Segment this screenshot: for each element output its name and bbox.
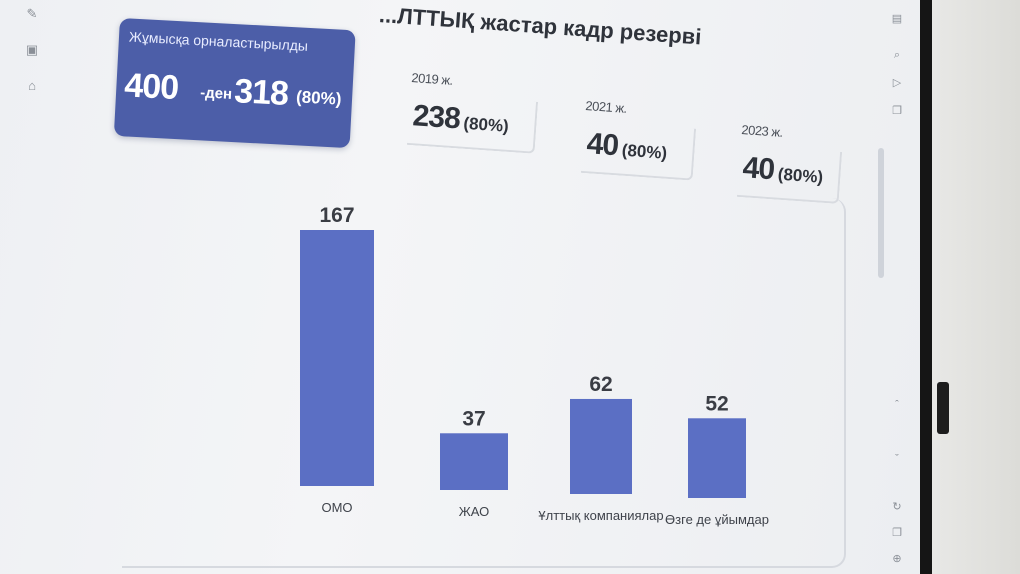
copy-icon[interactable]: ❐ [892,105,902,117]
chart-panel [122,198,846,568]
scrollbar[interactable] [878,148,884,278]
wall-background [920,0,1020,574]
bar-value-label: 37 [462,407,485,430]
wall-switch [937,382,949,434]
bar-2 [570,398,632,494]
bar-3 [688,418,746,498]
bar-value-label: 167 [319,204,354,227]
category-label: Өзге де ұйымдар [665,512,769,527]
projected-slide: ✎ ▣ ⌂ ...ЛТТЫҚ жастар кадр резерві Жұмыс… [0,0,920,574]
bar-1 [440,433,508,490]
refresh-icon[interactable]: ↻ [892,501,902,513]
shape-icon[interactable]: ⌂ [28,78,36,93]
search-icon[interactable]: ⌕ [893,49,901,61]
bar-value-label: 62 [589,373,612,396]
copy-icon[interactable]: ❐ [892,527,902,539]
play-icon[interactable]: ▷ [892,77,902,89]
arrow-up-icon[interactable]: ˆ [895,399,899,411]
bar-0 [300,230,374,486]
category-label: ЖАО [459,504,490,519]
text-box-icon[interactable]: ▣ [25,42,39,57]
bar-chart: 167 ОМО 37 ЖАО 62 Ұлттық компаниялар 52 Өзге де… [300,204,769,527]
bar-value-label: 52 [705,392,728,415]
arrow-down-icon[interactable]: ˇ [895,453,899,465]
category-label: Ұлттық компаниялар [538,508,663,523]
category-label: ОМО [321,500,352,515]
layout-icon[interactable]: ▤ [891,13,903,25]
pen-icon[interactable]: ✎ [26,6,38,21]
zoom-icon[interactable]: ⊕ [892,553,902,565]
